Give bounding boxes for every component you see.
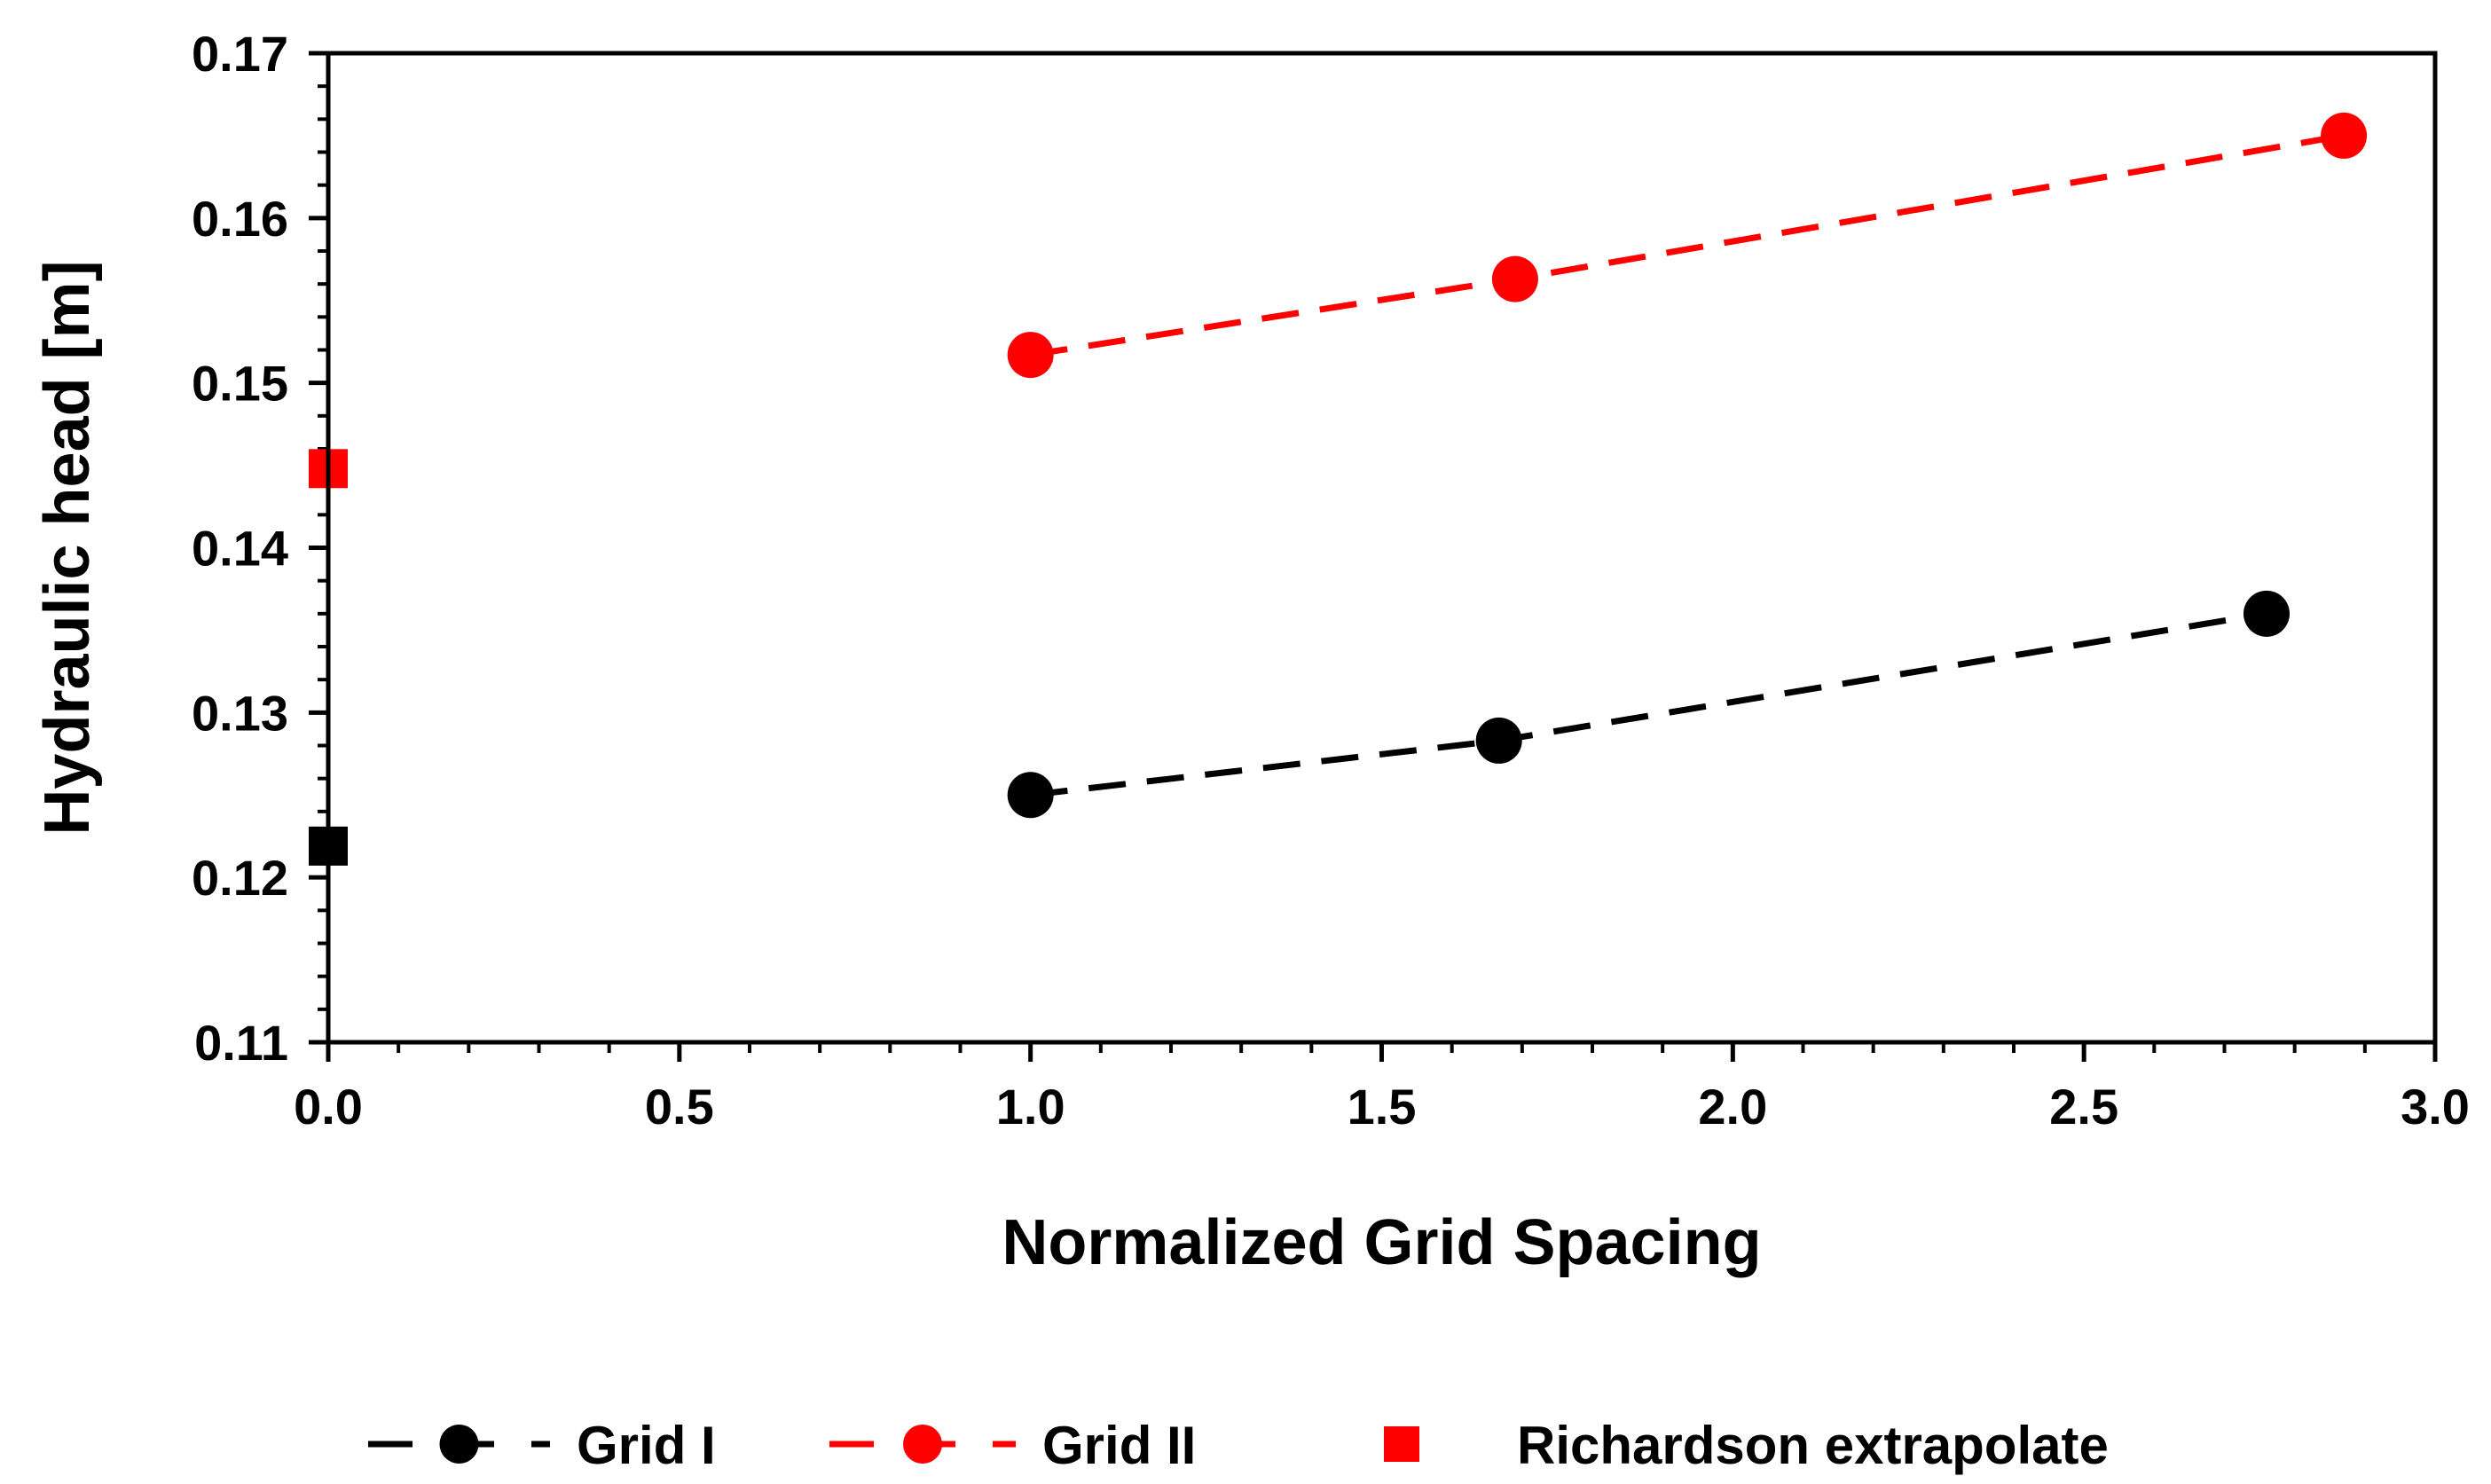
y-tick-label: 0.12 — [192, 850, 288, 906]
y-tick-label: 0.15 — [192, 356, 288, 412]
data-point-series-1 — [1007, 332, 1054, 379]
data-point-series-0 — [2243, 590, 2290, 637]
y-axis-title: Hydraulic head [m] — [32, 260, 103, 835]
x-tick-label: 2.5 — [2049, 1079, 2118, 1135]
legend-marker-circle — [903, 1425, 942, 1464]
x-tick-label: 1.5 — [1348, 1079, 1417, 1135]
legend-item-grid-1: Grid I — [368, 1416, 716, 1475]
x-tick-label: 2.0 — [1698, 1079, 1767, 1135]
legend-item-richardson: Richardson extrapolate — [1384, 1416, 2109, 1475]
x-tick-label: 0.5 — [645, 1079, 714, 1135]
plot-area-frame — [326, 51, 2438, 1045]
data-point-series-1 — [2321, 112, 2368, 159]
series-line-0 — [1030, 610, 2267, 798]
legend-marker-circle — [439, 1425, 479, 1464]
y-tick-label: 0.14 — [192, 521, 288, 577]
legend-marker-square — [1384, 1426, 1419, 1462]
data-point-series-0 — [1007, 772, 1054, 819]
series-line-1 — [1030, 132, 2345, 358]
legend-item-grid-2: Grid II — [829, 1416, 1196, 1475]
data-point-series-0 — [1475, 717, 1522, 764]
x-tick-label: 3.0 — [2401, 1079, 2470, 1135]
legend-label-richardson: Richardson extrapolate — [1517, 1416, 2109, 1475]
y-tick-label: 0.11 — [194, 1015, 288, 1071]
legend-label-grid-1: Grid I — [577, 1416, 716, 1475]
ticks-layer: 0.11 0.12 0.13 0.14 0.15 0.16 0.17 0.0 0.5 1.0 1.5… — [192, 26, 2470, 1135]
legend-label-grid-2: Grid II — [1042, 1416, 1196, 1475]
series-lines-layer — [1030, 132, 2345, 798]
x-tick-label: 0.0 — [294, 1079, 363, 1135]
y-tick-label: 0.16 — [192, 191, 288, 247]
legend: Grid I Grid II Richardson extrapolate — [368, 1416, 2109, 1475]
x-tick-label: 1.0 — [996, 1079, 1065, 1135]
data-point-series-1 — [1491, 255, 1538, 302]
x-axis-title: Normalized Grid Spacing — [1002, 1207, 1761, 1278]
y-tick-label: 0.17 — [192, 26, 288, 82]
y-tick-label: 0.13 — [192, 685, 288, 741]
markers-layer — [309, 112, 2368, 866]
